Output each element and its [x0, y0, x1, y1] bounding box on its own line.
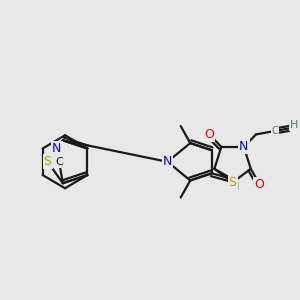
Text: C: C — [55, 157, 63, 167]
Text: N: N — [52, 142, 62, 155]
Text: N: N — [239, 140, 248, 153]
Text: H: H — [290, 120, 298, 130]
Text: C: C — [272, 126, 278, 136]
Text: H: H — [232, 182, 240, 192]
Text: O: O — [204, 128, 214, 141]
Text: O: O — [254, 178, 264, 190]
Text: S: S — [44, 155, 52, 168]
Text: N: N — [163, 155, 172, 168]
Text: S: S — [229, 176, 237, 189]
